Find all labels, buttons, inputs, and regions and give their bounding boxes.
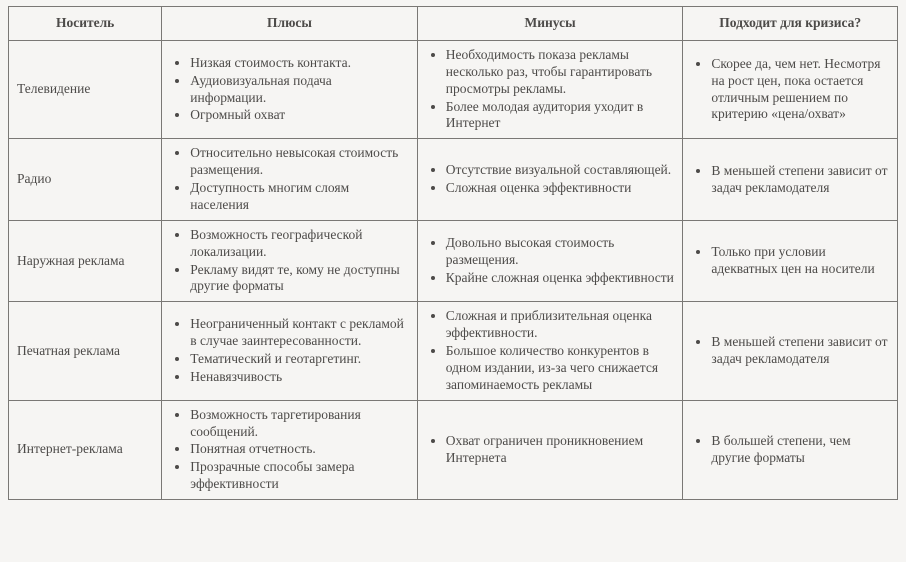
list-item: В меньшей степени зависит от задач рекла… — [711, 163, 891, 197]
table-row: Наружная реклама Возможность географичес… — [9, 220, 898, 302]
media-comparison-table: Носитель Плюсы Минусы Подходит для кризи… — [8, 6, 898, 500]
list-item: Огромный охват — [190, 107, 410, 124]
minus-cell: Отсутствие визуальной составляющей. Слож… — [417, 139, 683, 221]
list-item: Тематический и геотаргетинг. — [190, 351, 410, 368]
table-header-row: Носитель Плюсы Минусы Подходит для кризи… — [9, 7, 898, 41]
header-media: Носитель — [9, 7, 162, 41]
media-name: Радио — [9, 139, 162, 221]
list-item: Необходимость показа рекламы несколько р… — [446, 47, 677, 98]
plus-cell: Относительно невысокая стоимость размеще… — [162, 139, 417, 221]
media-name: Наружная реклама — [9, 220, 162, 302]
list-item: Низкая стоимость контакта. — [190, 55, 410, 72]
plus-cell: Возможность географической локализации. … — [162, 220, 417, 302]
list-item: Доступность многим слоям населения — [190, 180, 410, 214]
list-item: Возможность таргетирования сообщений. — [190, 407, 410, 441]
list-item: Возможность географической локализации. — [190, 227, 410, 261]
media-name: Печатная реклама — [9, 302, 162, 400]
list-item: Крайне сложная оценка эффективности — [446, 270, 677, 287]
list-item: Отсутствие визуальной составляющей. — [446, 162, 677, 179]
list-item: Довольно высокая стоимость размещения. — [446, 235, 677, 269]
list-item: Понятная отчетность. — [190, 441, 410, 458]
header-minus: Минусы — [417, 7, 683, 41]
minus-cell: Необходимость показа рекламы несколько р… — [417, 40, 683, 138]
list-item: Неограниченный контакт с рекламой в случ… — [190, 316, 410, 350]
list-item: Сложная и приблизительная оценка эффекти… — [446, 308, 677, 342]
list-item: В большей степени, чем другие форматы — [711, 433, 891, 467]
plus-cell: Неограниченный контакт с рекламой в случ… — [162, 302, 417, 400]
minus-cell: Охват ограничен проникновением Интернета — [417, 400, 683, 499]
list-item: Большое количество конкурентов в одном и… — [446, 343, 677, 394]
list-item: Аудиовизуальная подача информации. — [190, 73, 410, 107]
crisis-cell: Только при условии адекватных цен на нос… — [683, 220, 898, 302]
table-row: Интернет-реклама Возможность таргетирова… — [9, 400, 898, 499]
list-item: Только при условии адекватных цен на нос… — [711, 244, 891, 278]
list-item: Рекламу видят те, кому не доступны други… — [190, 262, 410, 296]
list-item: Более молодая аудитория уходит в Интерне… — [446, 99, 677, 133]
media-name: Интернет-реклама — [9, 400, 162, 499]
plus-cell: Низкая стоимость контакта. Аудиовизуальн… — [162, 40, 417, 138]
media-name: Телевидение — [9, 40, 162, 138]
list-item: В меньшей степени зависит от задач рекла… — [711, 334, 891, 368]
minus-cell: Довольно высокая стоимость размещения. К… — [417, 220, 683, 302]
crisis-cell: В большей степени, чем другие форматы — [683, 400, 898, 499]
list-item: Прозрачные способы замера эффективности — [190, 459, 410, 493]
list-item: Охват ограничен проникновением Интернета — [446, 433, 677, 467]
minus-cell: Сложная и приблизительная оценка эффекти… — [417, 302, 683, 400]
crisis-cell: Скорее да, чем нет. Несмотря на рост цен… — [683, 40, 898, 138]
list-item: Ненавязчивость — [190, 369, 410, 386]
header-crisis: Подходит для кризиса? — [683, 7, 898, 41]
list-item: Сложная оценка эффективности — [446, 180, 677, 197]
crisis-cell: В меньшей степени зависит от задач рекла… — [683, 139, 898, 221]
table-row: Телевидение Низкая стоимость контакта. А… — [9, 40, 898, 138]
plus-cell: Возможность таргетирования сообщений. По… — [162, 400, 417, 499]
table-row: Печатная реклама Неограниченный контакт … — [9, 302, 898, 400]
crisis-cell: В меньшей степени зависит от задач рекла… — [683, 302, 898, 400]
list-item: Относительно невысокая стоимость размеще… — [190, 145, 410, 179]
table-row: Радио Относительно невысокая стоимость р… — [9, 139, 898, 221]
header-plus: Плюсы — [162, 7, 417, 41]
list-item: Скорее да, чем нет. Несмотря на рост цен… — [711, 56, 891, 124]
